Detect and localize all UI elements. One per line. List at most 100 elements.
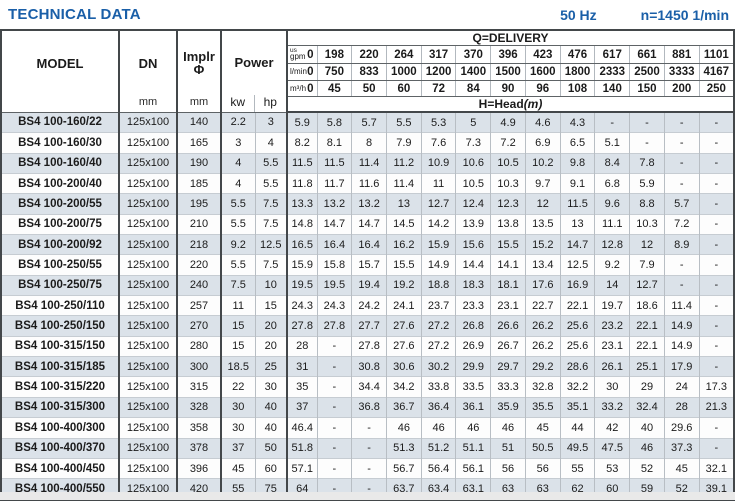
impeller-cell: 280	[177, 335, 222, 357]
model-cell: BS4 100-315/185	[1, 356, 120, 377]
model-cell: BS4 100-250/150	[1, 315, 120, 337]
impeller-cell: 240	[177, 274, 222, 296]
head-value-cell: -	[351, 437, 387, 459]
usgpm-value: 617	[594, 45, 630, 64]
head-value-cell: 5.5	[385, 111, 422, 133]
impeller-cell: 185	[177, 173, 222, 194]
table-row: BS4 100-160/22 125x100 140 2.2 3 5.9 5.8 5.7 5.5…	[1, 111, 734, 133]
usgpm-unit-label: us gpm	[290, 47, 306, 61]
m3h-value: 72	[420, 80, 456, 97]
head-value-cell: -	[351, 417, 387, 438]
head-value-cell: 23.7	[420, 295, 456, 316]
head-value-cell: 6.9	[524, 132, 561, 154]
table-row: BS4 100-160/40 125x100 190 4 5.5 11.5 11.5 11.4…	[1, 152, 734, 174]
head-value-cell: 5.1	[594, 132, 630, 154]
usgpm-value: 1101	[698, 45, 734, 64]
head-value-cell: 14.7	[351, 213, 387, 235]
head-value-cell: 23.1	[490, 295, 526, 316]
head-value-cell: 8.4	[594, 152, 630, 174]
model-cell: BS4 100-400/300	[1, 417, 120, 438]
m3h-value: 250	[698, 80, 734, 97]
head-value-cell: 25.1	[629, 356, 665, 377]
impeller-cell: 358	[177, 417, 222, 438]
power-kw-cell: 9.2	[221, 234, 255, 255]
head-value-cell: -	[663, 274, 700, 296]
head-value-cell: 32.2	[559, 376, 595, 398]
frequency-label: 50 Hz	[560, 6, 597, 23]
head-value-cell: 13	[559, 213, 595, 235]
lmin-value: 1800	[559, 63, 595, 81]
usgpm-value: 198	[316, 45, 352, 64]
head-value-cell: 7.8	[629, 152, 665, 174]
dn-cell: 125x100	[119, 213, 178, 235]
head-value-cell: -	[698, 417, 734, 438]
head-value-cell: 15.7	[351, 254, 387, 276]
head-value-cell: 27.6	[385, 315, 422, 337]
usgpm-value: 220	[351, 45, 387, 64]
lmin-value: 1500	[490, 63, 526, 81]
power-hp-unit: hp	[263, 94, 277, 109]
model-cell: BS4 100-400/450	[1, 457, 120, 479]
head-value-cell: 56	[490, 457, 526, 479]
head-value-cell: 37.3	[663, 437, 700, 459]
head-value-cell: 24.2	[351, 295, 387, 316]
head-value-cell: 56.4	[420, 457, 456, 479]
head-value-cell: 27.2	[420, 335, 456, 357]
head-value-cell: 51.3	[385, 437, 422, 459]
page-title: TECHNICAL DATA	[8, 6, 141, 23]
head-value-cell: -	[316, 335, 352, 357]
head-value-cell: 13.9	[455, 213, 491, 235]
head-value-cell: -	[663, 132, 700, 154]
head-value-cell: 7.2	[490, 132, 526, 154]
delivery-row-usgpm: us gpm 0 198 220 264 317 370 396 423 476 617 661 8…	[1, 45, 734, 64]
m3h-unit-cell: m³/h 0	[287, 80, 318, 97]
head-value-cell: 29.2	[524, 356, 561, 377]
usgpm-value: 370	[455, 45, 491, 64]
table-row: BS4 100-400/370 125x100 378 37 50 51.8- -51.3 5…	[1, 437, 734, 459]
power-hp-cell: 25	[254, 356, 289, 377]
head-value-cell: 12.3	[490, 193, 526, 215]
head-value-cell: 30.8	[351, 356, 387, 377]
head-value-cell: 26.1	[594, 356, 630, 377]
power-kw-cell: 2.2	[221, 111, 255, 133]
m3h-value: 90	[490, 80, 526, 97]
head-value-cell: 18.1	[490, 274, 526, 296]
head-value-cell: 14.5	[385, 213, 422, 235]
head-value-cell: 25.6	[559, 335, 595, 357]
model-cell: BS4 100-315/150	[1, 335, 120, 357]
head-value-cell: 53	[594, 457, 630, 479]
power-hp-cell: 50	[254, 437, 289, 459]
dn-cell: 125x100	[119, 457, 178, 479]
head-value-cell: 26.2	[524, 315, 561, 337]
table-row: BS4 100-160/30 125x100 165 3 4 8.2 8.1 8 7.9 7.6 7…	[1, 132, 734, 154]
head-value-cell: 10.5	[455, 173, 491, 194]
head-value-cell: 21.3	[698, 396, 734, 418]
power-hp-cell: 15	[254, 295, 289, 316]
power-kw-cell: 7.5	[221, 274, 255, 296]
power-hp-cell: 40	[254, 417, 289, 438]
lmin-value: 750	[316, 63, 352, 81]
head-value-cell: 9.7	[524, 173, 561, 194]
power-hp-cell: 7.5	[254, 254, 289, 276]
head-value-cell: 5.9	[629, 173, 665, 194]
head-value-cell: 5	[455, 111, 491, 133]
delivery-row-m3h: m³/h 0 45 50 60 72 84 90 96 108 140 150 200 250	[1, 80, 734, 97]
head-value-cell: 46	[455, 417, 491, 438]
usgpm-value: 476	[559, 45, 595, 64]
dn-cell: 125x100	[119, 437, 178, 459]
head-value-cell: 4.6	[524, 111, 561, 133]
head-value-cell: 28	[663, 396, 700, 418]
lmin-value: 2333	[594, 63, 630, 81]
table-row: BS4 100-400/300 125x100 358 30 40 46.4- -46 46 4…	[1, 417, 734, 438]
head-value-cell: 5.9	[287, 111, 318, 133]
head-value-cell: 27.8	[351, 335, 387, 357]
head-value-cell: 5.8	[316, 111, 352, 133]
head-value-cell: 9.2	[594, 254, 630, 276]
head-value-cell: 27.2	[420, 315, 456, 337]
head-value-cell: 22.7	[524, 295, 561, 316]
head-value-cell: 13	[385, 193, 422, 215]
power-kw-cell: 3	[221, 132, 255, 154]
table-row: BS4 100-315/185 125x100 300 18.5 25 31-30.8 30…	[1, 356, 734, 377]
table-body: BS4 100-160/22 125x100 140 2.2 3 5.9 5.8 5.7 5.5…	[1, 111, 734, 500]
table-row: BS4 100-315/150 125x100 280 15 20 28-27.8 27.6…	[1, 335, 734, 357]
